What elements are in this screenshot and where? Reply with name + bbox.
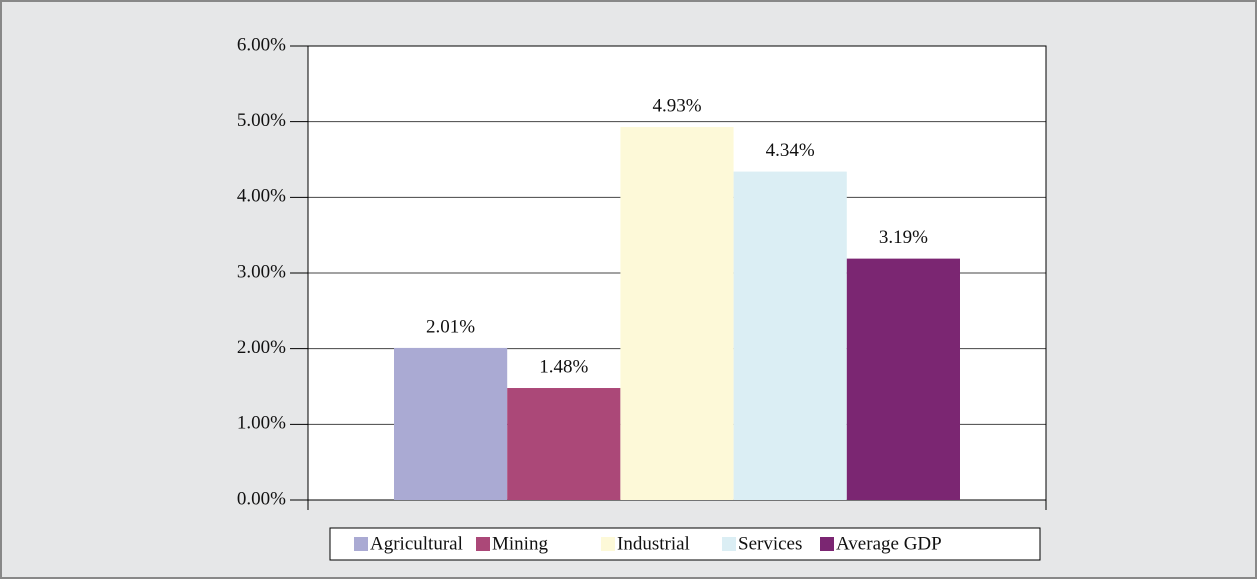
data-label: 2.01% — [426, 316, 475, 337]
y-tick-label: 3.00% — [237, 261, 286, 282]
legend-swatch — [476, 537, 490, 551]
legend-swatch — [820, 537, 834, 551]
data-label: 4.93% — [652, 95, 701, 116]
bar — [733, 171, 847, 500]
data-label: 4.34% — [766, 140, 815, 161]
data-label: 3.19% — [879, 227, 928, 248]
legend-label: Industrial — [617, 533, 690, 554]
data-label: 1.48% — [539, 356, 588, 377]
legend-swatch — [722, 537, 736, 551]
y-tick-label: 5.00% — [237, 110, 286, 131]
y-tick-label: 0.00% — [237, 488, 286, 509]
legend-label: Mining — [492, 533, 548, 554]
y-tick-label: 6.00% — [237, 34, 286, 55]
legend-label: Agricultural — [370, 533, 463, 554]
y-tick-label: 1.00% — [237, 413, 286, 434]
legend-label: Services — [738, 533, 802, 554]
y-tick-label: 4.00% — [237, 186, 286, 207]
legend-swatch — [354, 537, 368, 551]
bar — [620, 126, 734, 501]
bar — [394, 347, 508, 500]
legend-label: Average GDP — [836, 533, 942, 554]
legend-swatch — [601, 537, 615, 551]
legend-box — [329, 527, 1041, 561]
bar — [846, 258, 960, 500]
y-tick-label: 2.00% — [237, 337, 286, 358]
bar — [507, 388, 621, 500]
